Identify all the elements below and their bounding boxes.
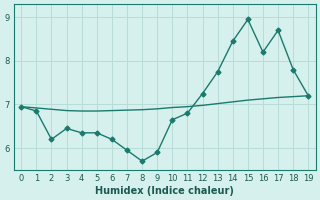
X-axis label: Humidex (Indice chaleur): Humidex (Indice chaleur) — [95, 186, 234, 196]
